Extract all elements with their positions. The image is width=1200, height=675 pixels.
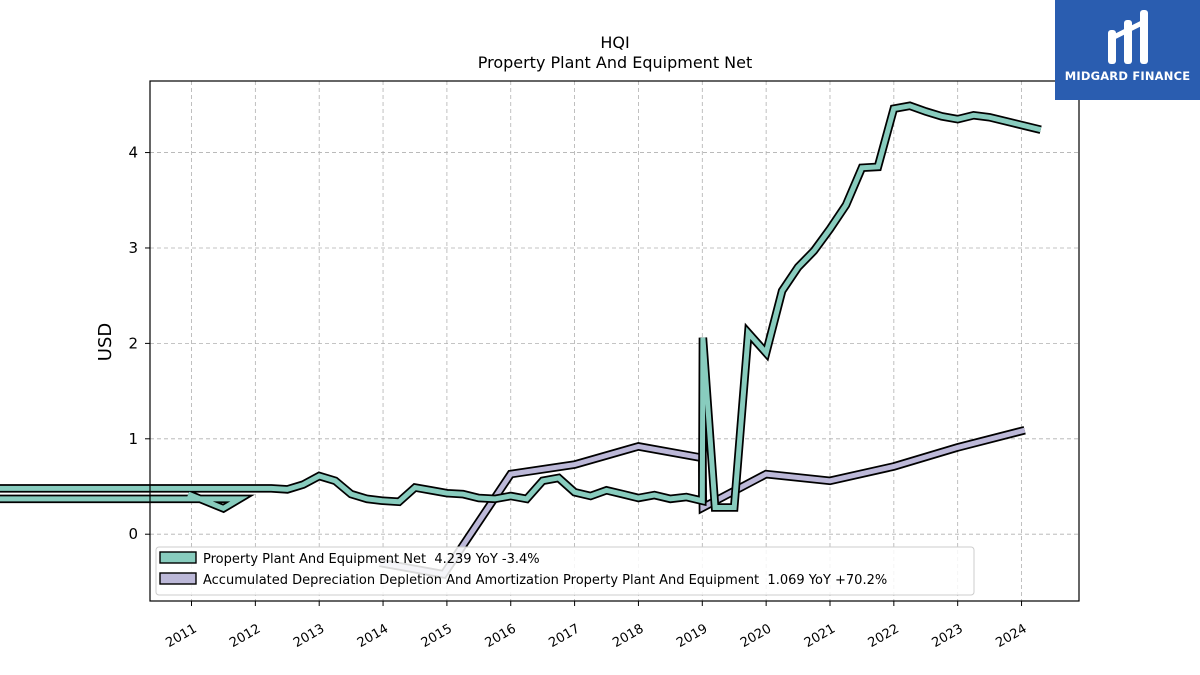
logo-icon (1108, 10, 1148, 64)
legend-swatch-accumulated-depreciation (159, 572, 197, 585)
chart-subtitle: Property Plant And Equipment Net (478, 53, 753, 72)
legend-label-accumulated-depreciation: Accumulated Depreciation Depletion And A… (203, 573, 887, 588)
y-axis-label: USD (95, 323, 116, 361)
grid (150, 81, 1079, 601)
y-tick-label: 2 (128, 334, 138, 352)
plot-frame (149, 80, 1080, 602)
legend-box (155, 546, 975, 596)
y-axis: 0 1 2 3 4 (128, 144, 150, 543)
legend-swatch-ppe-net (159, 551, 197, 564)
x-tick-label: 2021 (802, 621, 838, 651)
x-tick-label: 2024 (993, 621, 1029, 651)
series-layer (0, 101, 1042, 579)
series-line-ppe-net (0, 103, 1042, 512)
x-tick-label: 2023 (930, 621, 966, 651)
x-tick-label: 2012 (227, 621, 263, 651)
y-tick-label: 1 (128, 430, 138, 448)
logo-text: MIDGARD FINANCE (1064, 69, 1191, 83)
x-tick-label: 2020 (738, 621, 774, 651)
legend-label-ppe-net: Property Plant And Equipment Net 4.239 Y… (203, 552, 540, 567)
y-tick-label: 0 (128, 525, 138, 543)
y-tick-label: 3 (128, 239, 138, 257)
x-tick-label: 2022 (866, 621, 902, 651)
x-tick-label: 2018 (610, 621, 646, 651)
x-tick-label: 2013 (291, 621, 327, 651)
brand-logo: MIDGARD FINANCE (1055, 0, 1200, 100)
x-tick-label: 2016 (483, 621, 519, 651)
x-tick-label: 2014 (355, 621, 391, 651)
x-tick-label: 2011 (163, 621, 199, 651)
x-axis: 2011 2012 2013 2014 2015 2016 2017 2018 2019 2020… (163, 601, 1030, 651)
x-tick-label: 2019 (674, 621, 710, 651)
y-tick-label: 4 (128, 144, 138, 162)
series-outline-ppe-net (0, 101, 1042, 514)
chart-title: HQI (600, 33, 629, 52)
x-tick-label: 2015 (419, 621, 455, 651)
x-tick-label: 2017 (546, 621, 582, 651)
legend: Property Plant And Equipment Net 4.239 Y… (155, 546, 975, 596)
